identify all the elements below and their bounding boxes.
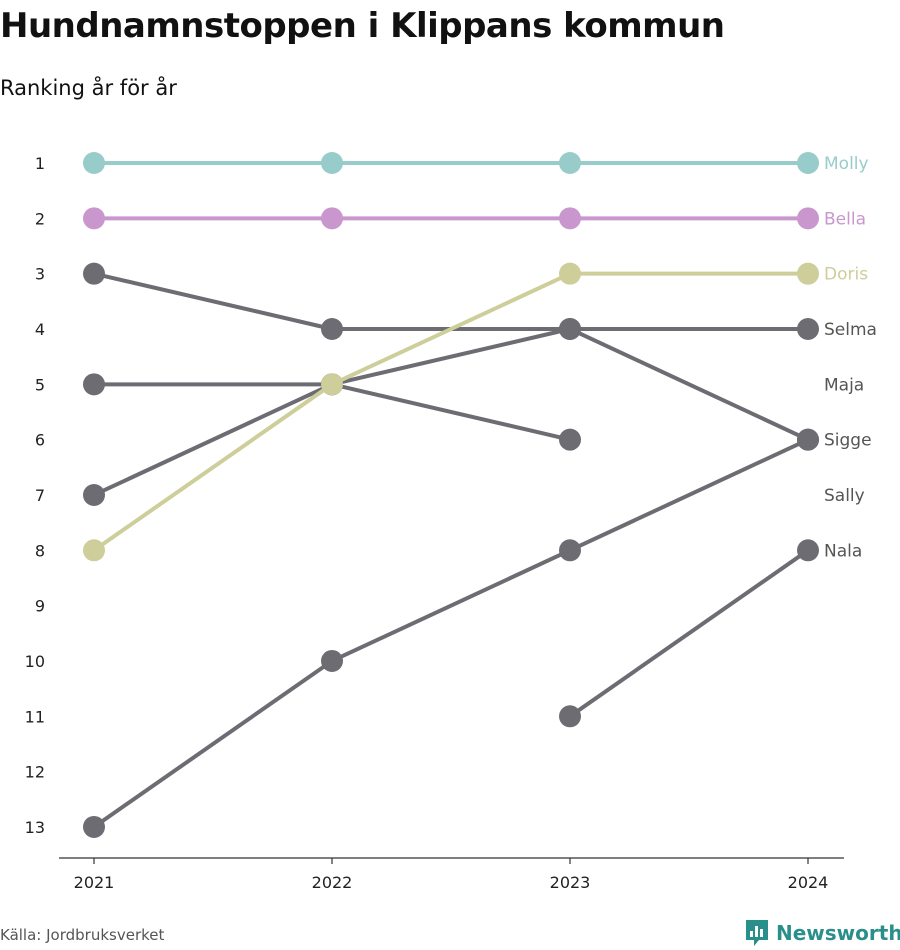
series-line-nala [568,548,810,719]
y-tick-label: 6 [35,431,45,450]
point-molly [83,152,105,174]
x-tick-label: 2023 [550,873,591,892]
colored-series-layer [83,152,819,562]
source-note: Källa: Jordbruksverket [0,926,165,944]
point-sally [83,262,105,285]
point-sally [797,428,819,451]
point-nala [559,705,581,728]
point-nala [797,539,819,562]
end-label-sigge: Sigge [824,431,872,451]
x-tick-label: 2022 [312,873,353,892]
point-doris [83,539,105,562]
point-molly [559,152,581,174]
point-selma [797,317,819,340]
x-tick-label: 2021 [74,873,115,892]
y-tick-label: 7 [35,486,45,505]
point-maja [83,373,105,396]
y-tick-label: 2 [35,209,45,228]
point-sally [559,317,581,340]
point-sigge [321,649,343,672]
point-selma [83,483,105,506]
point-doris [559,262,581,285]
y-tick-label: 13 [25,818,45,837]
brand-name: Newsworthy [776,921,900,945]
end-label-doris: Doris [824,265,868,285]
end-label-sally: Sally [824,486,865,506]
point-sigge [83,815,105,838]
point-sigge [559,539,581,562]
series-line-sigge [92,437,810,829]
end-label-molly: Molly [824,154,869,174]
end-label-maja: Maja [824,375,864,395]
point-maja [559,428,581,451]
y-tick-label: 5 [35,375,45,394]
newsworthy-logo-icon [744,918,770,948]
end-label-selma: Selma [824,320,877,340]
y-tick-label: 4 [35,320,45,339]
end-label-nala: Nala [824,541,862,561]
chart-title: Hundnamnstoppen i Klippans kommun [0,6,725,46]
point-bella [83,207,105,230]
point-doris [797,262,819,285]
point-molly [321,152,343,174]
grey-series-layer [83,262,819,838]
point-sally [321,317,343,340]
end-label-bella: Bella [824,209,866,229]
y-tick-label: 8 [35,541,45,560]
series-line-selma [92,326,810,497]
brand-logo[interactable]: Newsworthy [744,918,900,948]
y-tick-label: 1 [35,154,45,173]
end-labels-layer: Molly Bella Doris Selma Maja Sigge Sally Nala [824,154,877,561]
point-doris [321,373,343,396]
chart-subtitle: Ranking år för år [0,76,177,100]
series-line-doris [92,271,810,553]
y-tick-label: 12 [25,763,45,782]
y-tick-label: 9 [35,597,45,616]
point-molly [797,152,819,174]
y-tick-label: 3 [35,265,45,284]
point-bella [321,207,343,230]
y-tick-label: 10 [25,652,45,671]
x-tick-label: 2024 [788,873,829,892]
y-tick-label: 11 [25,707,45,726]
point-bella [797,207,819,230]
point-bella [559,207,581,230]
